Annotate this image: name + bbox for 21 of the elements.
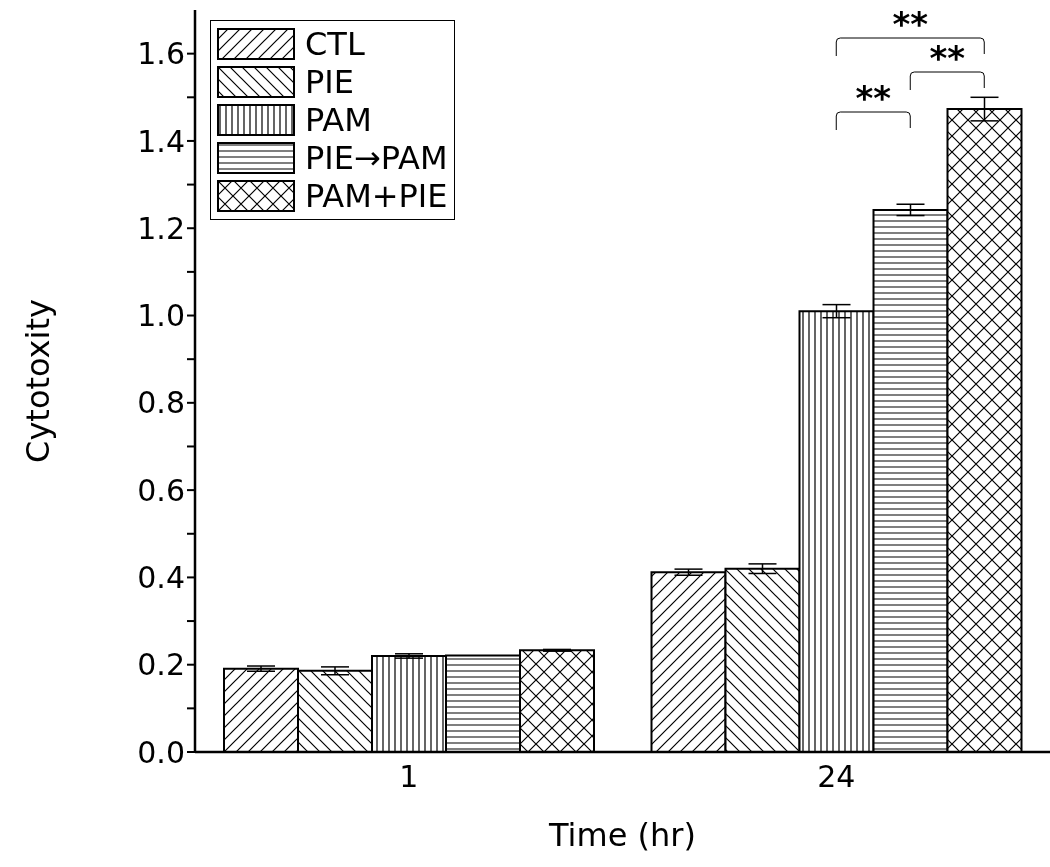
y-tick-label: 1.0	[137, 298, 185, 334]
legend-label: PAM	[305, 101, 372, 139]
annotation: **	[892, 4, 929, 44]
legend-label: CTL	[305, 25, 365, 63]
y-tick-label: 0.2	[137, 647, 185, 683]
y-tick-label: 0.4	[137, 560, 185, 596]
annotation: **	[929, 38, 966, 78]
y-tick-label: 1.2	[137, 210, 185, 246]
annotation: **	[855, 78, 892, 118]
x-tick-label: 24	[817, 759, 856, 795]
y-tick-label: 1.4	[137, 123, 185, 159]
y-tick-label: 0.0	[137, 734, 185, 770]
y-axis-title: Cytotoxity	[19, 299, 58, 463]
x-axis-title: Time (hr)	[548, 816, 696, 854]
y-tick-label: 1.6	[137, 36, 185, 72]
legend-label: PIE	[305, 63, 354, 101]
x-tick-label: 1	[399, 759, 419, 795]
legend-label: PAM+PIE	[305, 177, 448, 215]
y-tick-label: 0.8	[137, 385, 185, 421]
y-tick-label: 0.6	[137, 472, 185, 508]
legend-label: PIE→PAM	[305, 139, 448, 177]
